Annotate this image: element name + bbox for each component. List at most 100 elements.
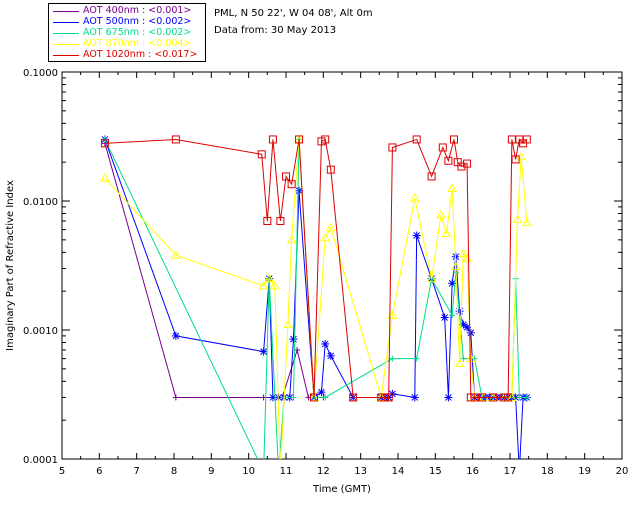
data-point-aot-1020nm	[444, 156, 453, 165]
data-point-aot-1020nm	[257, 150, 266, 159]
x-tick-label: 7	[133, 466, 139, 477]
data-point-aot-400nm	[294, 346, 301, 353]
data-point-aot-1020nm	[478, 393, 486, 402]
data-point-aot-1020nm	[287, 180, 296, 189]
data-point-aot-870nm	[465, 353, 476, 363]
data-point-aot-1020nm	[450, 135, 458, 144]
data-point-aot-870nm	[264, 273, 275, 283]
legend-label: AOT 500nm : <0.002>	[83, 16, 192, 27]
legend-swatch	[53, 33, 79, 34]
x-tick-label: 12	[317, 466, 330, 477]
data-point-aot-1020nm	[384, 393, 393, 402]
data-point-aot-500nm	[326, 351, 335, 360]
data-point-aot-500nm	[515, 468, 523, 476]
data-point-aot-870nm	[100, 173, 110, 182]
data-point-aot-500nm	[317, 388, 326, 397]
y-tick-label: 0.0100	[23, 197, 58, 208]
data-point-aot-870nm	[451, 261, 461, 271]
legend-entry-675nm: AOT 675nm : <0.002>	[49, 27, 205, 39]
data-point-aot-1020nm	[412, 135, 421, 144]
x-tick-label: 20	[616, 466, 629, 477]
data-point-aot-1020nm	[263, 216, 272, 225]
data-point-aot-675nm	[523, 394, 530, 401]
x-tick-label: 17	[504, 466, 517, 477]
series-line-aot-675nm	[104, 139, 527, 459]
data-point-aot-1020nm	[463, 159, 472, 168]
data-point-aot-1020nm	[438, 143, 447, 152]
legend-swatch	[53, 44, 79, 45]
data-point-aot-500nm	[410, 393, 419, 402]
data-point-aot-1020nm	[489, 393, 498, 402]
data-point-aot-1020nm	[295, 135, 304, 144]
data-point-aot-1020nm	[100, 139, 109, 148]
data-point-aot-500nm	[321, 339, 330, 348]
x-tick-label: 14	[392, 466, 405, 477]
data-point-aot-870nm	[269, 280, 280, 290]
legend-label: AOT 1020nm : <0.017>	[83, 49, 198, 60]
data-point-aot-400nm	[172, 394, 179, 401]
x-tick-label: 15	[429, 466, 442, 477]
x-tick-label: 8	[171, 466, 177, 477]
legend-label: AOT 675nm : <0.002>	[83, 27, 192, 38]
x-tick-label: 9	[208, 466, 214, 477]
data-point-aot-1020nm	[282, 172, 290, 181]
data-point-aot-675nm	[460, 355, 467, 362]
x-tick-label: 11	[280, 466, 293, 477]
legend-entry-870nm: AOT 870nm : <0.004>	[49, 38, 205, 50]
data-point-aot-675nm	[413, 355, 420, 362]
data-point-aot-870nm	[521, 217, 532, 227]
data-point-aot-500nm	[440, 313, 449, 322]
x-axis-title: Time (GMT)	[312, 484, 371, 495]
data-point-aot-1020nm	[171, 135, 180, 144]
data-point-aot-1020nm	[457, 162, 466, 171]
data-point-aot-1020nm	[427, 172, 436, 181]
data-point-aot-870nm	[458, 248, 469, 258]
data-point-aot-870nm	[283, 319, 293, 329]
x-tick-label: 19	[578, 466, 591, 477]
plot-area	[100, 134, 532, 476]
data-point-aot-870nm	[441, 228, 452, 237]
data-point-aot-1020nm	[522, 135, 531, 144]
data-point-aot-870nm	[325, 222, 336, 232]
data-point-aot-500nm	[444, 393, 453, 402]
y-axis-title: Imaginary Part of Refractive Index	[5, 180, 16, 351]
data-point-aot-500nm	[466, 328, 475, 337]
site-info: PML, N 50 22', W 04 08', Alt 0m	[214, 8, 373, 19]
x-tick-label: 16	[466, 466, 479, 477]
data-point-aot-675nm	[389, 355, 396, 362]
y-tick-label: 0.0010	[23, 326, 58, 337]
data-point-aot-870nm	[320, 232, 331, 242]
legend: AOT 400nm : <0.001> AOT 500nm : <0.002> …	[48, 3, 206, 62]
data-point-aot-1020nm	[511, 155, 520, 164]
data-point-aot-870nm	[171, 250, 181, 259]
data-point-aot-675nm	[322, 394, 329, 401]
data-point-aot-675nm	[449, 312, 456, 319]
data-point-aot-870nm	[286, 234, 297, 244]
data-point-aot-1020nm	[321, 135, 330, 144]
series-line-aot-870nm	[104, 139, 528, 459]
date-info: Data from: 30 May 2013	[214, 25, 337, 36]
data-point-aot-675nm	[516, 394, 523, 401]
data-point-aot-1020nm	[310, 393, 318, 402]
x-tick-label: 18	[541, 466, 554, 477]
legend-label: AOT 400nm : <0.001>	[83, 5, 192, 16]
x-tick-label: 10	[242, 466, 255, 477]
y-tick-label: 0.0001	[23, 455, 58, 466]
data-point-aot-870nm	[436, 209, 446, 219]
data-point-aot-870nm	[258, 280, 269, 290]
data-point-aot-1020nm	[326, 165, 335, 174]
data-point-aot-500nm	[289, 335, 298, 344]
series-line-aot-500nm	[104, 139, 527, 459]
x-tick-label: 13	[354, 466, 367, 477]
data-point-aot-675nm	[261, 469, 267, 475]
x-tick-label: 5	[59, 466, 65, 477]
data-point-aot-500nm	[259, 347, 268, 356]
legend-swatch	[53, 22, 79, 23]
data-point-aot-500nm	[412, 231, 421, 240]
data-point-aot-500nm	[171, 331, 180, 340]
data-point-aot-1020nm	[388, 143, 397, 152]
y-tick-label: 0.1000	[23, 68, 58, 79]
data-point-aot-870nm	[447, 183, 457, 192]
legend-entry-500nm: AOT 500nm : <0.002>	[49, 16, 205, 28]
